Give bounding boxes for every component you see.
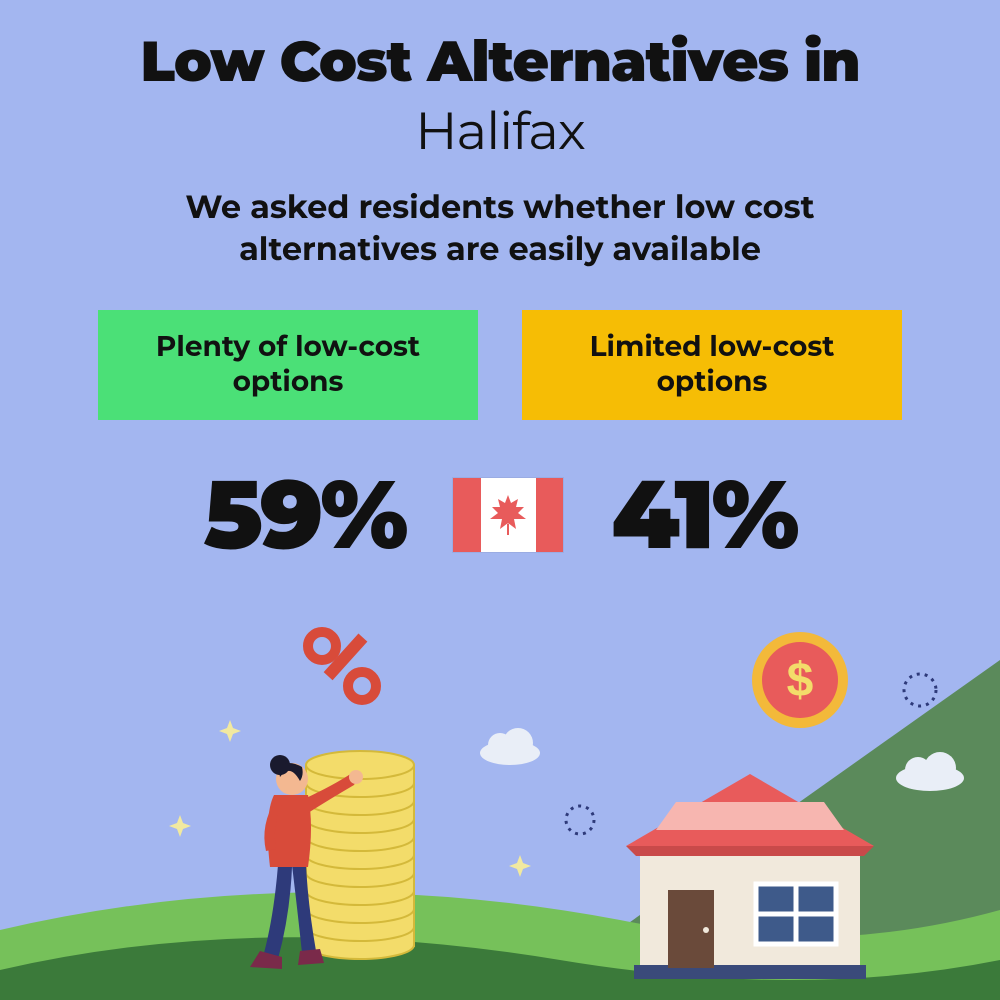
- flag-right-band: [536, 478, 564, 552]
- maple-leaf-icon: [488, 493, 528, 537]
- pct-right: 41%: [611, 456, 796, 573]
- dotted-circle-right-icon: [904, 674, 936, 706]
- percent-sign-icon: [308, 632, 376, 700]
- dotted-circle-left-icon: [566, 806, 594, 834]
- pct-left: 59%: [203, 456, 405, 573]
- title-line2: Halifax: [0, 100, 1000, 163]
- title-line1: Low Cost Alternatives in: [0, 0, 1000, 96]
- card-plenty-label: Plenty of low-cost options: [128, 330, 448, 400]
- cards-row: Plenty of low-cost options Limited low-c…: [0, 310, 1000, 420]
- flag-center-band: [481, 478, 536, 552]
- illustration: $: [0, 600, 1000, 1000]
- card-limited-label: Limited low-cost options: [552, 330, 872, 400]
- card-limited: Limited low-cost options: [522, 310, 902, 420]
- flag-left-band: [453, 478, 481, 552]
- cloud-left-icon: [480, 728, 540, 765]
- canada-flag-icon: [453, 478, 563, 552]
- dollar-coin-icon: $: [752, 632, 848, 728]
- svg-text:$: $: [787, 654, 814, 707]
- card-plenty: Plenty of low-cost options: [98, 310, 478, 420]
- stats-row: 59% 41%: [0, 456, 1000, 573]
- subtitle: We asked residents whether low cost alte…: [120, 187, 880, 270]
